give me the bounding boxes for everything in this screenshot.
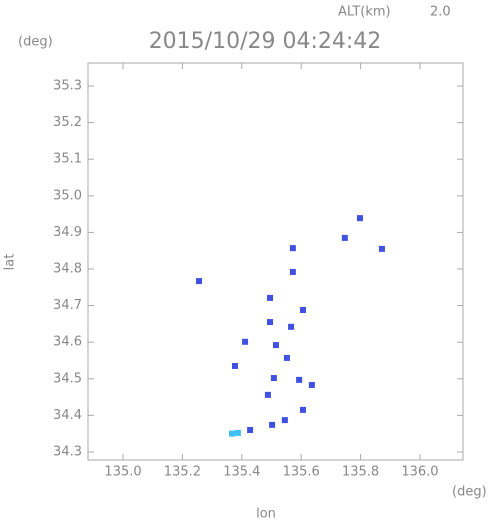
y-tick-label: 34.7 [53,298,82,313]
echo-point [289,268,296,275]
x-tick-label: 135.4 [223,465,260,480]
alt-value: 2.0 [430,5,451,20]
y-tick-label: 34.8 [53,262,82,277]
y-tick-label: 35.2 [53,115,82,130]
echo-point [231,362,238,369]
y-tick-label: 34.5 [53,371,82,386]
plot-frame [87,62,464,461]
x-tick-label: 136.0 [401,465,438,480]
echo-point [296,376,303,383]
y-axis-label: lat [3,254,18,271]
echo-point [356,215,363,222]
echo-point [269,421,276,428]
echo-point [308,381,315,388]
echo-point [283,354,290,361]
x-tick-label: 135.6 [283,465,320,480]
y-tick-label: 34.6 [53,335,82,350]
y-tick-label: 35.3 [53,79,82,94]
echo-point [299,406,306,413]
echo-point [341,234,348,241]
echo-point [264,391,271,398]
echo-point [289,245,296,252]
echo-point [196,278,203,285]
echo-point [242,338,249,345]
echo-point [247,426,254,433]
y-tick-label: 35.0 [53,188,82,203]
x-unit: (deg) [452,485,487,500]
echo-point [272,342,279,349]
y-tick-label: 34.9 [53,225,82,240]
x-axis-label: lon [256,507,276,521]
y-tick-label: 34.4 [53,408,82,423]
alt-label: ALT(km) [338,5,391,20]
echo-point [267,319,274,326]
echo-point [378,245,385,252]
y-unit: (deg) [18,35,53,50]
y-tick-label: 34.3 [53,444,82,459]
echo-point [267,294,274,301]
chart-title: 2015/10/29 04:24:42 [149,29,382,54]
echo-point [234,429,241,436]
echo-point [229,430,236,437]
x-tick-label: 135.2 [164,465,201,480]
y-tick-label: 35.1 [53,152,82,167]
x-tick-label: 135.0 [104,465,141,480]
echo-point [299,306,306,313]
echo-point [288,323,295,330]
echo-point [281,417,288,424]
echo-point [270,375,277,382]
x-tick-label: 135.8 [342,465,379,480]
